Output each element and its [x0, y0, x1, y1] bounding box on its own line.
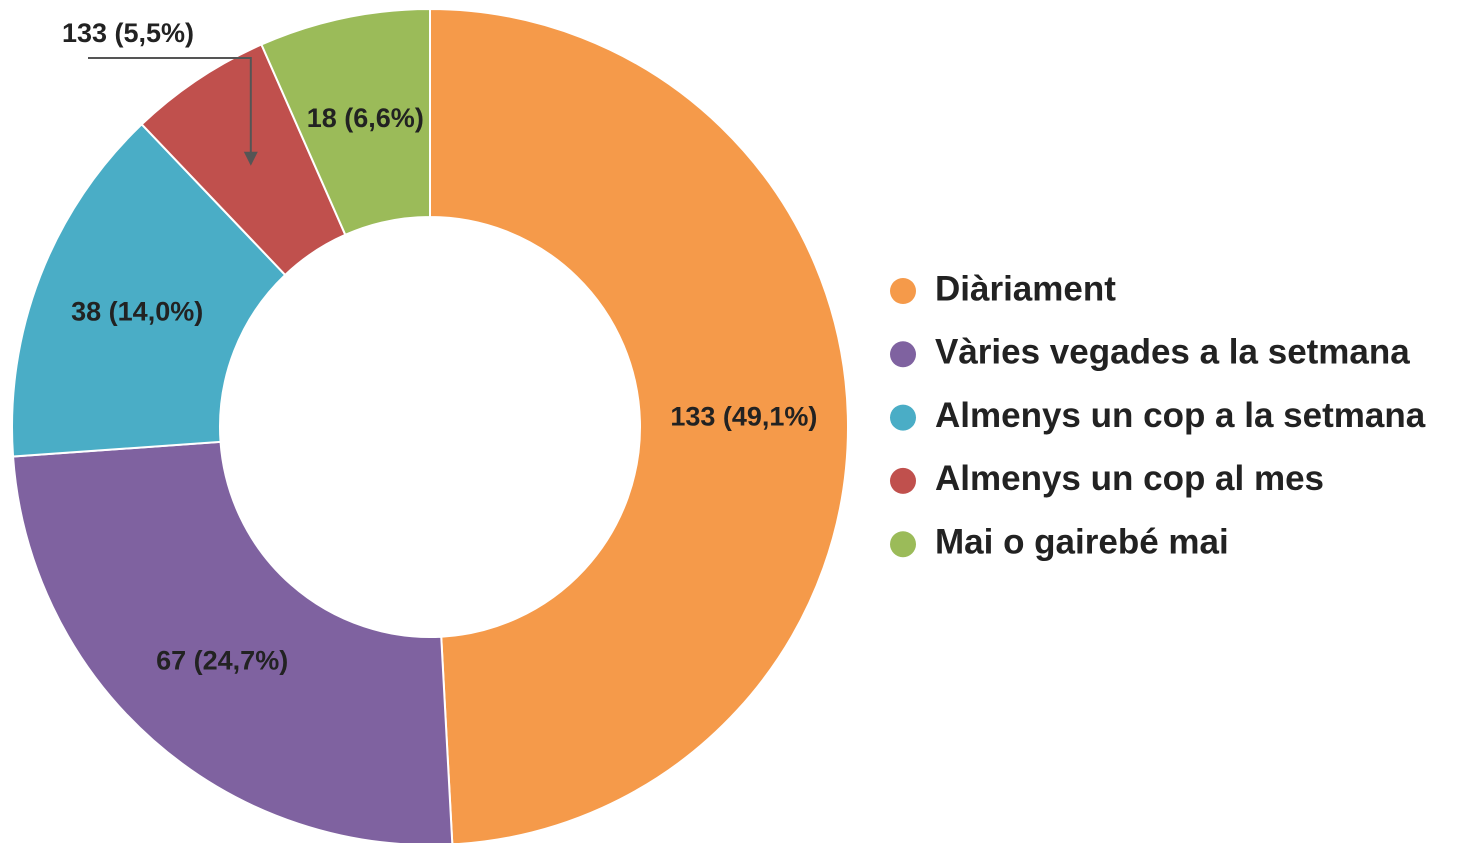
- legend-label: Vàries vegades a la setmana: [935, 333, 1410, 372]
- legend-label: Almenys un cop al mes: [935, 459, 1324, 498]
- legend-marker: [890, 531, 916, 558]
- donut-slice: [429, 7, 849, 843]
- slice-label: 67 (24,7%): [156, 646, 288, 676]
- slice-label: 133 (5,5%): [62, 18, 194, 48]
- slice-label: 133 (49,1%): [670, 402, 817, 432]
- donut-slice: [11, 122, 287, 458]
- donut-slice: [260, 7, 431, 237]
- slice-label: 38 (14,0%): [71, 297, 203, 327]
- leader-arrow: [243, 151, 258, 166]
- legend-marker: [890, 341, 916, 368]
- legend-label: Mai o gairebé mai: [935, 522, 1229, 561]
- slice-label: 18 (6,6%): [307, 103, 424, 133]
- legend-marker: [890, 278, 916, 304]
- leader-line: [88, 57, 252, 164]
- legend-marker: [890, 404, 916, 431]
- donut-slice: [11, 440, 454, 843]
- legend-label: Diàriament: [935, 269, 1116, 308]
- legend-label: Almenys un cop a la setmana: [935, 396, 1426, 435]
- legend-marker: [890, 467, 916, 494]
